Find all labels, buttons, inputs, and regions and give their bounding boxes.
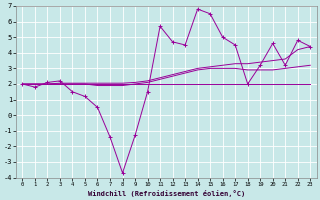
X-axis label: Windchill (Refroidissement éolien,°C): Windchill (Refroidissement éolien,°C) <box>88 190 245 197</box>
